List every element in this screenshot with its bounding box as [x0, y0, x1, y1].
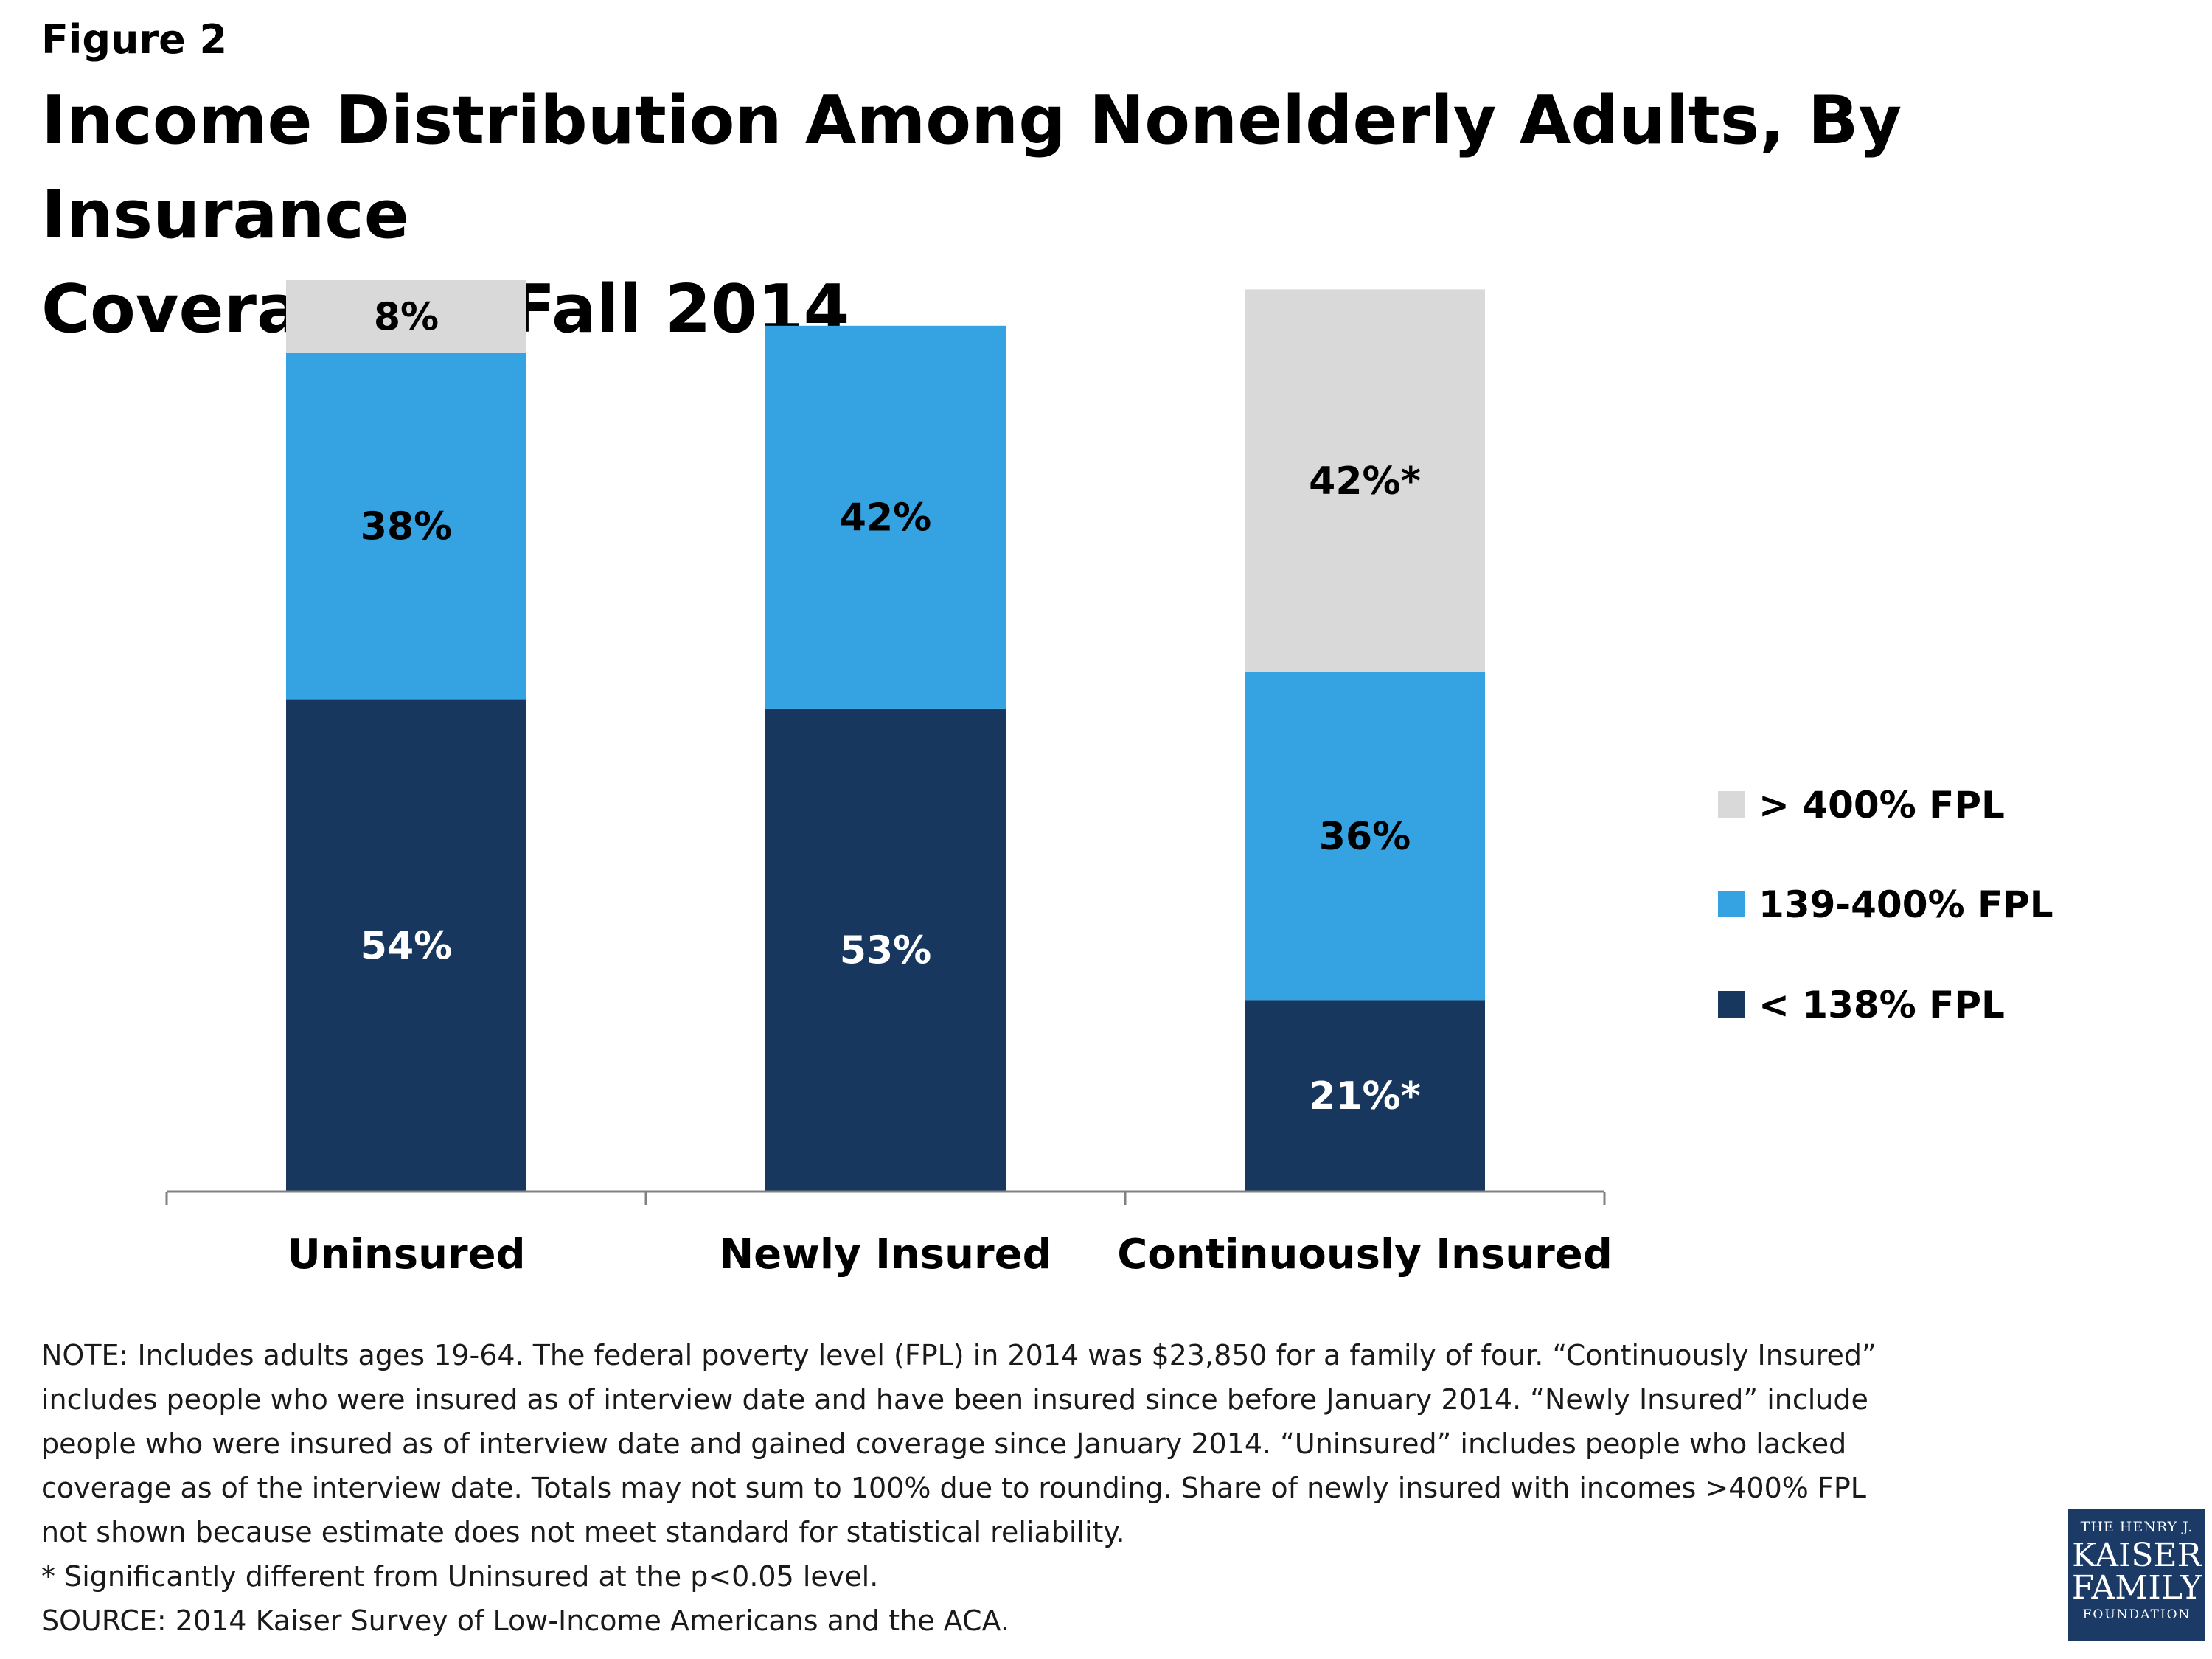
- bar-segment: [286, 699, 526, 1192]
- figure-label: Figure 2: [41, 16, 228, 63]
- stacked-bar-chart: 54% 38% 8% 53% 42% 21%* 36% 42%* Uninsured Newly…: [165, 280, 2053, 1279]
- bar-segment: [765, 325, 1006, 709]
- data-label: 8%: [374, 295, 439, 339]
- data-label: 42%: [840, 495, 931, 540]
- category-label: Continuously Insured: [1117, 1231, 1613, 1279]
- footnotes: NOTE: Includes adults ages 19-64. The fe…: [41, 1333, 2032, 1643]
- logo-line: KAISER: [2072, 1537, 2202, 1574]
- bar-segment: [1245, 1000, 1485, 1192]
- x-axis: Uninsured Newly Insured Continuously Insur…: [165, 1190, 1613, 1279]
- logo-line: THE HENRY J.: [2080, 1519, 2194, 1535]
- bar-segment: [765, 708, 1006, 1192]
- category-label: Uninsured: [287, 1231, 525, 1279]
- bar-segment: [1245, 289, 1485, 672]
- legend-label: > 400% FPL: [1759, 784, 2005, 827]
- legend: > 400% FPL 139-400% FPL < 138% FPL: [1718, 784, 2053, 1026]
- logo-line: FOUNDATION: [2082, 1607, 2191, 1622]
- data-label: 53%: [840, 928, 931, 973]
- category-label: Newly Insured: [719, 1231, 1051, 1279]
- data-label: 21%*: [1309, 1074, 1421, 1119]
- bar-segment: [1245, 672, 1485, 1001]
- legend-swatch: [1718, 891, 1745, 917]
- data-label: 42%*: [1309, 459, 1421, 504]
- significance-note: * Significantly different from Uninsured…: [41, 1560, 879, 1593]
- note-line: not shown because estimate does not meet…: [41, 1516, 1125, 1548]
- legend-swatch: [1718, 991, 1745, 1018]
- note-line: NOTE: Includes adults ages 19-64. The fe…: [41, 1339, 1877, 1371]
- data-label: 54%: [361, 924, 452, 968]
- note-line: includes people who were insured as of i…: [41, 1383, 1868, 1416]
- note-line: coverage as of the interview date. Total…: [41, 1472, 1866, 1504]
- source-note: SOURCE: 2014 Kaiser Survey of Low-Income…: [41, 1604, 1009, 1637]
- chart-title-line-1: Income Distribution Among Nonelderly Adu…: [41, 82, 1902, 254]
- legend-label: < 138% FPL: [1759, 984, 2005, 1026]
- data-label: 36%: [1319, 815, 1411, 859]
- kaiser-family-foundation-logo: THE HENRY J. KAISER FAMILY FOUNDATION: [2068, 1509, 2205, 1641]
- note-line: people who were insured as of interview …: [41, 1427, 1847, 1460]
- data-label: 38%: [361, 505, 452, 549]
- bar-segment: [286, 352, 526, 700]
- bars-layer: 54% 38% 8% 53% 42% 21%* 36% 42%*: [286, 280, 1485, 1192]
- bar-segment: [286, 280, 526, 353]
- logo-line: FAMILY: [2071, 1569, 2202, 1607]
- legend-label: 139-400% FPL: [1759, 883, 2053, 926]
- legend-swatch: [1718, 791, 1745, 818]
